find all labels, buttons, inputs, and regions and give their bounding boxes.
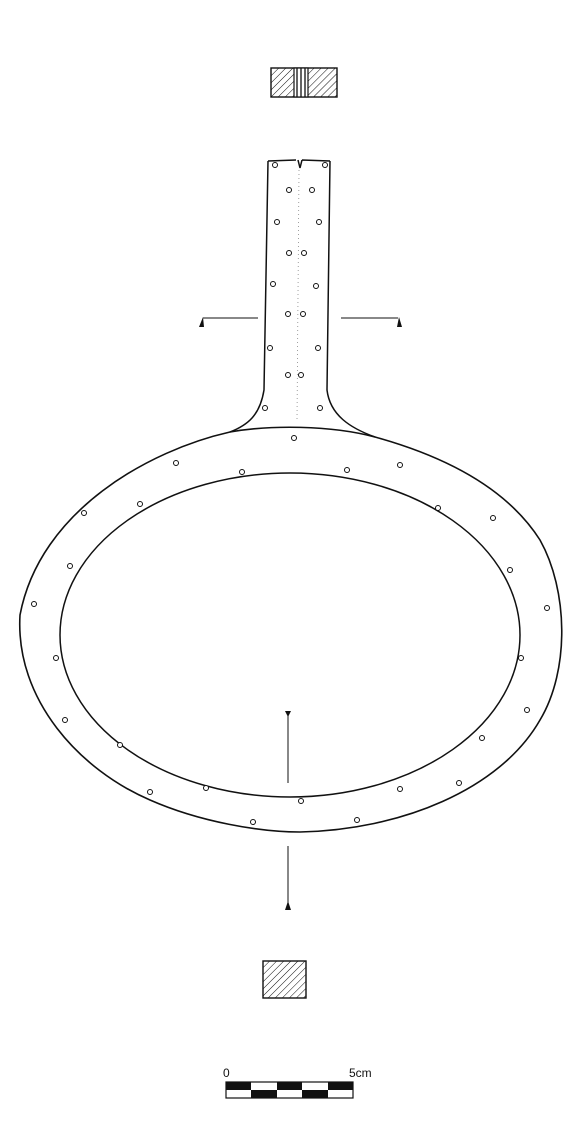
ring-cross-section (262, 960, 307, 999)
nail-holes (31, 162, 550, 825)
scale-bar: 0 5cm (223, 1066, 372, 1099)
scale-end-label: 5cm (349, 1066, 372, 1080)
handle-cross-section (270, 67, 338, 98)
section-marker-vertical (285, 711, 291, 910)
artifact-outline (19, 159, 563, 833)
scale-start-label: 0 (223, 1066, 230, 1080)
section-marker-horizontal (199, 317, 402, 327)
